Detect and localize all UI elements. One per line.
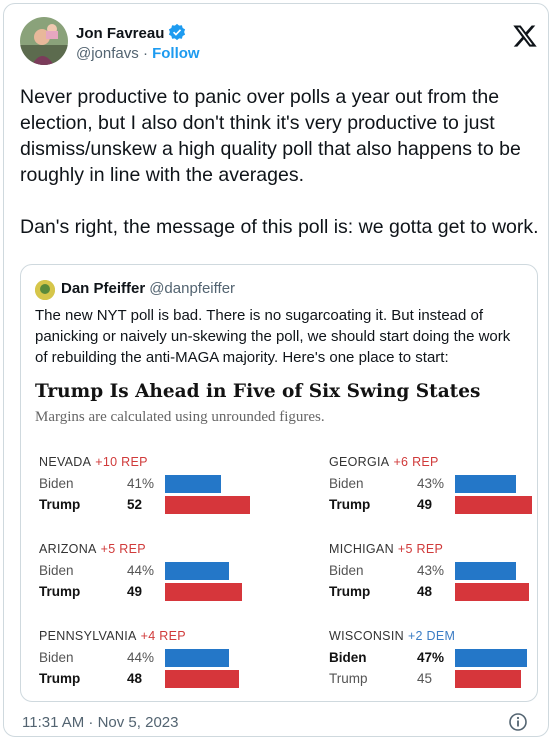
candidate-bar-dem — [455, 475, 516, 493]
state-block-michigan: MICHIGAN +5 REP Biden 43% Trump 48 — [329, 542, 549, 612]
state-name: NEVADA — [39, 455, 92, 469]
candidate-percent: 44% — [127, 563, 155, 578]
candidate-percent: 41% — [127, 476, 155, 491]
quote-text: The new NYT poll is bad. There is no sug… — [35, 307, 511, 366]
candidate-row: Trump 49 — [329, 496, 549, 514]
candidate-percent: 52 — [127, 497, 143, 512]
candidate-name: Trump — [39, 671, 81, 686]
quoted-tweet[interactable]: Dan Pfeiffer @danpfeiffer The new NYT pol… — [20, 264, 538, 702]
candidate-row: Biden 41% — [39, 475, 259, 493]
state-block-arizona: ARIZONA +5 REP Biden 44% Trump 49 — [39, 542, 259, 612]
tweet-header: Jon Favreau @jonfavs · Follow — [20, 17, 540, 65]
candidate-bar-dem — [165, 475, 221, 493]
quote-author-line: Dan Pfeiffer @danpfeiffer — [61, 280, 235, 297]
candidate-name: Trump — [39, 584, 81, 599]
quote-author-handle: @danpfeiffer — [149, 280, 236, 297]
candidate-percent: 48 — [417, 584, 433, 599]
tweet-card: Jon Favreau @jonfavs · Follow Never prod… — [3, 3, 549, 737]
state-block-nevada: NEVADA +10 REP Biden 41% Trump 52 — [39, 455, 259, 525]
author-avatar[interactable] — [20, 17, 68, 65]
candidate-percent: 44% — [127, 650, 155, 665]
state-header: MICHIGAN +5 REP — [329, 542, 443, 556]
candidate-bar-rep — [455, 496, 532, 514]
tweet-timestamp[interactable]: 11:31 AM · Nov 5, 2023 — [22, 714, 179, 731]
state-margin: +6 REP — [393, 455, 439, 469]
candidate-bar-rep — [165, 496, 250, 514]
state-block-wisconsin: WISCONSIN +2 DEM Biden 47% Trump 45 — [329, 629, 549, 699]
candidate-bar-dem — [165, 649, 229, 667]
separator-dot: · — [142, 45, 148, 62]
candidate-bar-dem — [165, 562, 229, 580]
candidate-name: Biden — [329, 650, 367, 665]
candidate-percent: 49 — [417, 497, 433, 512]
quote-author-name: Dan Pfeiffer — [61, 280, 146, 297]
state-margin: +10 REP — [95, 455, 148, 469]
candidate-percent: 43% — [417, 563, 445, 578]
tweet-paragraph: Never productive to panic over polls a y… — [20, 86, 521, 186]
candidate-bar-rep — [165, 583, 242, 601]
x-logo-icon[interactable] — [512, 23, 538, 49]
tweet-text: Never productive to panic over polls a y… — [20, 84, 540, 240]
state-header: NEVADA +10 REP — [39, 455, 148, 469]
candidate-row: Trump 52 — [39, 496, 259, 514]
state-block-georgia: GEORGIA +6 REP Biden 43% Trump 49 — [329, 455, 549, 525]
chart-title: Trump Is Ahead in Five of Six Swing Stat… — [35, 381, 481, 402]
candidate-bar-dem — [455, 562, 516, 580]
state-margin: +4 REP — [140, 629, 186, 643]
candidate-row: Biden 43% — [329, 562, 549, 580]
state-block-pennsylvania: PENNSYLVANIA +4 REP Biden 44% Trump 48 — [39, 629, 259, 699]
candidate-row: Biden 43% — [329, 475, 549, 493]
chart-subtitle: Margins are calculated using unrounded f… — [35, 409, 325, 425]
candidate-name: Biden — [329, 476, 364, 491]
candidate-percent: 47% — [417, 650, 445, 665]
candidate-row: Trump 45 — [329, 670, 549, 688]
tweet-paragraph: Dan's right, the message of this poll is… — [20, 216, 539, 238]
candidate-row: Biden 44% — [39, 649, 259, 667]
candidate-bar-rep — [165, 670, 239, 688]
author-handle-line: @jonfavs · Follow — [76, 45, 200, 62]
author-name-line[interactable]: Jon Favreau — [76, 23, 186, 45]
candidate-bar-rep — [455, 583, 529, 601]
state-name: MICHIGAN — [329, 542, 394, 556]
candidate-row: Trump 49 — [39, 583, 259, 601]
state-name: WISCONSIN — [329, 629, 404, 643]
candidate-name: Biden — [329, 563, 364, 578]
candidate-percent: 43% — [417, 476, 445, 491]
state-name: PENNSYLVANIA — [39, 629, 137, 643]
candidate-row: Biden 47% — [329, 649, 549, 667]
info-icon[interactable] — [508, 712, 528, 732]
candidate-row: Trump 48 — [329, 583, 549, 601]
candidate-percent: 48 — [127, 671, 143, 686]
author-handle[interactable]: @jonfavs — [76, 45, 139, 62]
candidate-bar-dem — [455, 649, 527, 667]
candidate-name: Biden — [39, 476, 74, 491]
candidate-name: Biden — [39, 650, 74, 665]
state-header: PENNSYLVANIA +4 REP — [39, 629, 186, 643]
candidate-name: Trump — [39, 497, 81, 512]
follow-button[interactable]: Follow — [152, 45, 200, 62]
candidate-name: Biden — [39, 563, 74, 578]
verified-badge-icon — [168, 23, 186, 45]
poll-chart-image: Trump Is Ahead in Five of Six Swing Stat… — [35, 377, 532, 699]
state-name: ARIZONA — [39, 542, 97, 556]
candidate-bar-rep — [455, 670, 521, 688]
state-header: WISCONSIN +2 DEM — [329, 629, 455, 643]
state-margin: +5 REP — [397, 542, 444, 556]
candidate-name: Trump — [329, 671, 368, 686]
quote-author-avatar — [35, 280, 55, 300]
candidate-row: Trump 48 — [39, 670, 259, 688]
candidate-name: Trump — [329, 497, 371, 512]
state-header: GEORGIA +6 REP — [329, 455, 439, 469]
candidate-name: Trump — [329, 584, 371, 599]
state-name: GEORGIA — [329, 455, 390, 469]
state-header: ARIZONA +5 REP — [39, 542, 146, 556]
state-margin: +5 REP — [100, 542, 146, 556]
author-name[interactable]: Jon Favreau — [76, 25, 165, 42]
state-margin: +2 DEM — [407, 629, 456, 643]
candidate-percent: 49 — [127, 584, 143, 599]
candidate-row: Biden 44% — [39, 562, 259, 580]
candidate-percent: 45 — [417, 671, 433, 686]
